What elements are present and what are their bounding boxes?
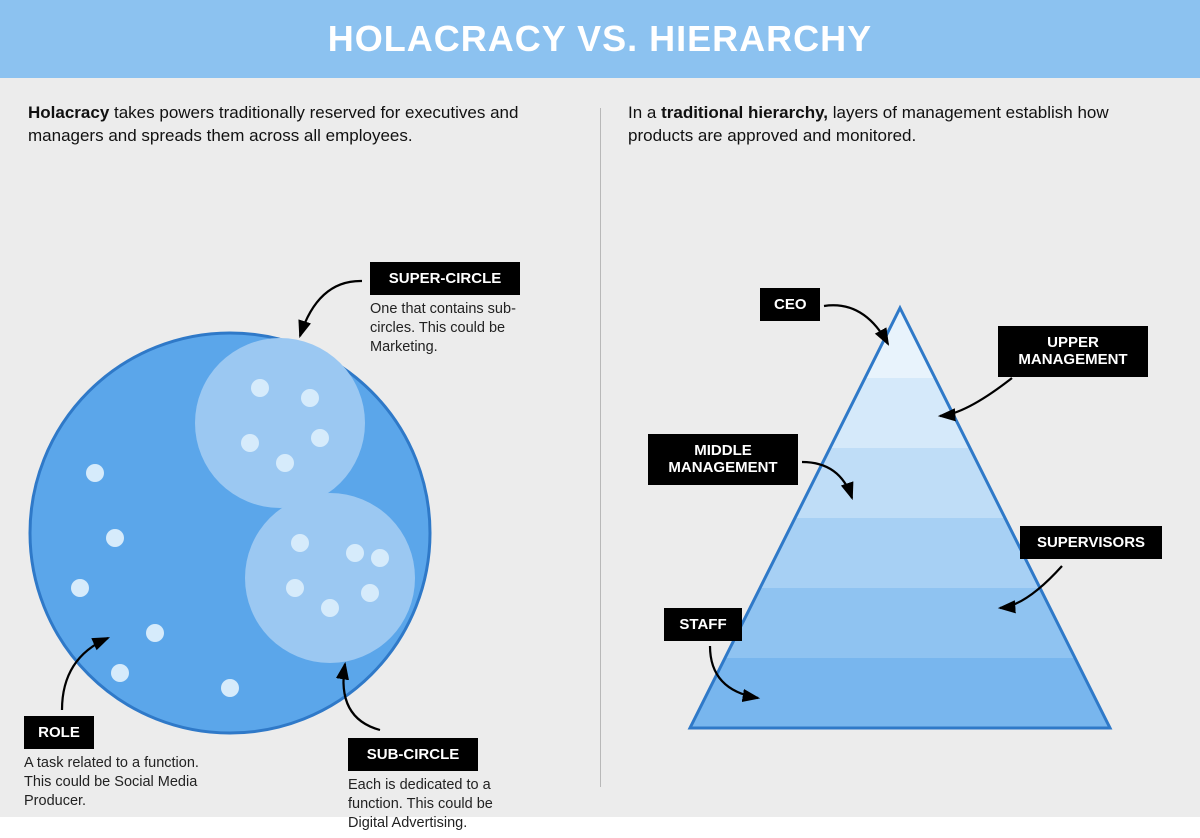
caption-super-circle: One that contains sub-circles. This coul…	[370, 300, 540, 357]
caption-sub-circle: Each is dedicated to a function. This co…	[348, 776, 528, 833]
page-header: HOLACRACY VS. HIERARCHY	[0, 0, 1200, 78]
label-role: ROLE	[24, 716, 94, 749]
content-area: Holacracy takes powers traditionally res…	[0, 78, 1200, 817]
label-supervisors: SUPERVISORS	[1020, 526, 1162, 559]
right-panel: In a traditional hierarchy, layers of ma…	[600, 78, 1200, 817]
header-title: HOLACRACY VS. HIERARCHY	[328, 18, 872, 59]
label-sub-circle: SUB-CIRCLE	[348, 738, 478, 771]
label-ceo: CEO	[760, 288, 820, 321]
label-middle-management: MIDDLEMANAGEMENT	[648, 434, 798, 485]
left-panel: Holacracy takes powers traditionally res…	[0, 78, 600, 817]
caption-role: A task related to a function. This could…	[24, 754, 204, 811]
label-staff: STAFF	[664, 608, 742, 641]
label-super-circle: SUPER-CIRCLE	[370, 262, 520, 295]
label-upper-management: UPPERMANAGEMENT	[998, 326, 1148, 377]
